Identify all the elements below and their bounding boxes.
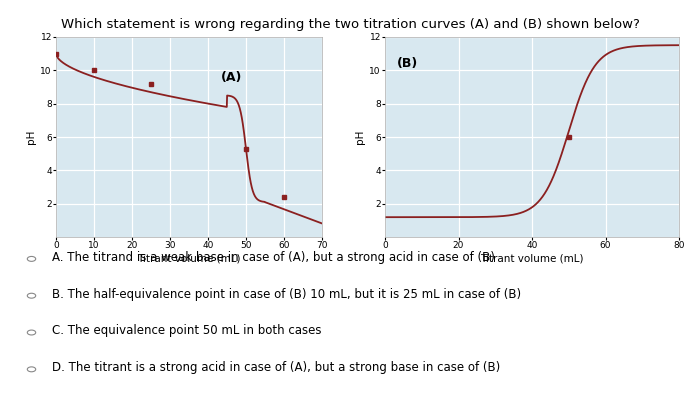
Text: Which statement is wrong regarding the two titration curves (A) and (B) shown be: Which statement is wrong regarding the t…	[61, 18, 639, 31]
Text: C. The equivalence point 50 mL in both cases: C. The equivalence point 50 mL in both c…	[52, 324, 322, 337]
Text: (B): (B)	[397, 57, 418, 70]
Y-axis label: pH: pH	[355, 130, 365, 144]
Text: D. The titrant is a strong acid in case of (A), but a strong base in case of (B): D. The titrant is a strong acid in case …	[52, 361, 500, 374]
Text: A. The titrand is a weak base in case of (A), but a strong acid in case of (B): A. The titrand is a weak base in case of…	[52, 251, 496, 264]
Text: (A): (A)	[221, 71, 242, 84]
Text: B. The half-equivalence point in case of (B) 10 mL, but it is 25 mL in case of (: B. The half-equivalence point in case of…	[52, 288, 522, 301]
X-axis label: Titrant volume (mL): Titrant volume (mL)	[480, 253, 584, 263]
Y-axis label: pH: pH	[26, 130, 36, 144]
X-axis label: Titrant volume (mL): Titrant volume (mL)	[137, 253, 241, 263]
